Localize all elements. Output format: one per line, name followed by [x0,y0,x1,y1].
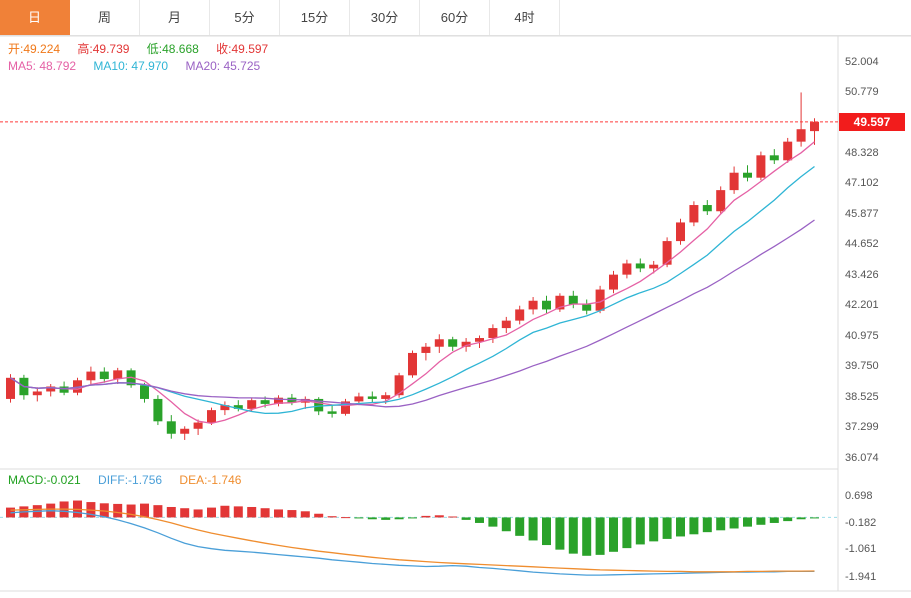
price-axis-label: 52.004 [845,55,879,68]
current-price-tag: 49.597 [839,112,905,131]
ma10-value: MA10: 47.970 [93,59,169,73]
price-axis-label: 43.426 [845,268,879,281]
macd-axis-label: -0.182 [845,516,877,529]
ohlc-legend: 开:49.224 高:49.739 低:48.668 收:49.597 [8,40,282,57]
macd-value: MACD:-0.021 [8,473,81,487]
tab-month[interactable]: 月 [140,0,210,35]
tab-60min[interactable]: 60分 [420,0,490,35]
period-tabbar: 日 周 月 5分 15分 30分 60分 4时 [0,0,911,36]
price-axis-label: 44.652 [845,238,879,251]
price-axis-label: 40.975 [845,329,879,342]
price-axis-label: 45.877 [845,207,879,220]
price-axis-label: 42.201 [845,299,879,312]
ma20-value: MA20: 45.725 [185,59,261,73]
ma5-value: MA5: 48.792 [8,59,77,73]
price-axis-label: 37.299 [845,421,879,434]
macd-axis-label: -1.941 [845,570,877,583]
tab-30min[interactable]: 30分 [350,0,420,35]
open-value: 开:49.224 [8,42,61,56]
price-axis-label: 48.328 [845,146,879,159]
tab-4hour[interactable]: 4时 [490,0,560,35]
chart-plot-area[interactable] [0,36,838,591]
macd-legend: MACD:-0.021 DIFF:-1.756 DEA:-1.746 [8,473,255,487]
price-axis-label: 36.074 [845,451,879,464]
high-value: 高:49.739 [77,42,130,56]
diff-value: DIFF:-1.756 [98,473,163,487]
low-value: 低:48.668 [146,42,199,56]
close-value: 收:49.597 [216,42,269,56]
price-axis-label: 38.525 [845,390,879,403]
macd-axis-label: 0.698 [845,489,873,502]
dea-value: DEA:-1.746 [179,473,242,487]
tab-5min[interactable]: 5分 [210,0,280,35]
ma-legend: MA5: 48.792 MA10: 47.970 MA20: 45.725 [8,59,274,73]
tab-week[interactable]: 周 [70,0,140,35]
tab-15min[interactable]: 15分 [280,0,350,35]
price-axis-label: 50.779 [845,85,879,98]
tab-day[interactable]: 日 [0,0,70,35]
macd-axis-label: -1.061 [845,543,877,556]
price-axis-label: 47.102 [845,177,879,190]
price-axis-label: 39.750 [845,360,879,373]
